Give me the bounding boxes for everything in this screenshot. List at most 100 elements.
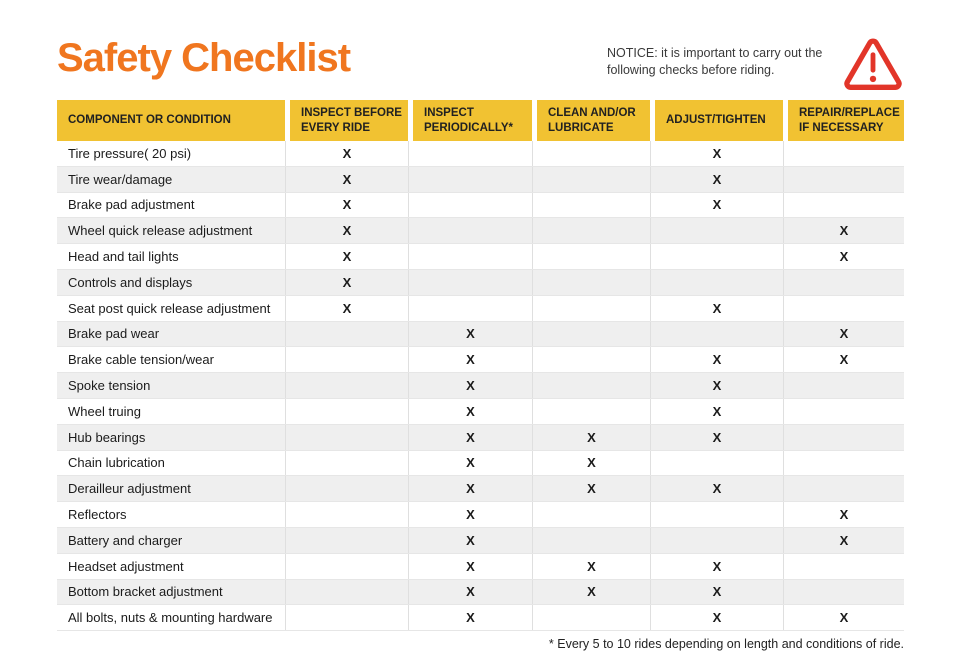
- empty-cell: [532, 269, 650, 295]
- empty-cell: [783, 141, 904, 166]
- empty-cell: [650, 527, 783, 553]
- table-row: Head and tail lights X X: [57, 244, 904, 270]
- table-row: Chain lubrication X X: [57, 450, 904, 477]
- check-mark-cell: X: [650, 605, 783, 631]
- check-mark-cell: X: [408, 424, 532, 450]
- table-row: Spoke tension X X: [57, 373, 904, 399]
- empty-cell: [285, 527, 408, 553]
- empty-cell: [650, 218, 783, 244]
- header-area: Safety Checklist NOTICE: it is important…: [57, 32, 904, 92]
- component-cell: Tire wear/damage: [68, 171, 173, 187]
- component-cell: Hub bearings: [68, 429, 146, 445]
- empty-cell: [532, 502, 650, 527]
- empty-cell: [532, 166, 650, 192]
- empty-cell: [783, 476, 904, 502]
- footnote: * Every 5 to 10 rides depending on lengt…: [548, 637, 904, 651]
- empty-cell: [532, 398, 650, 424]
- empty-cell: [285, 347, 408, 373]
- empty-cell: [532, 244, 650, 269]
- check-mark-cell: X: [408, 347, 532, 373]
- component-cell: Tire pressure( 20 psi): [68, 145, 192, 161]
- column-header-inspect-periodically: INSPECT PERIODICALLY*: [408, 100, 532, 141]
- component-cell: Spoke tension: [68, 378, 151, 394]
- empty-cell: [650, 450, 783, 476]
- empty-cell: [285, 605, 408, 631]
- component-cell: Chain lubrication: [68, 455, 165, 471]
- empty-cell: [532, 321, 650, 347]
- component-cell: Brake pad wear: [68, 326, 160, 342]
- empty-cell: [285, 553, 408, 579]
- component-cell: Battery and charger: [68, 532, 183, 548]
- component-cell: Controls and displays: [68, 274, 193, 290]
- column-header-inspect-before: INSPECT BEFORE EVERY RIDE: [285, 100, 408, 141]
- notice-text: NOTICE: it is important to carry out the…: [607, 45, 823, 77]
- safety-checklist-table: COMPONENT OR CONDITION INSPECT BEFORE EV…: [57, 100, 904, 632]
- empty-cell: [532, 141, 650, 166]
- check-mark-cell: X: [408, 321, 532, 347]
- table-row: Tire pressure( 20 psi) X X: [57, 141, 904, 167]
- empty-cell: [783, 553, 904, 579]
- warning-triangle-icon: [844, 38, 902, 90]
- empty-cell: [532, 218, 650, 244]
- empty-cell: [285, 476, 408, 502]
- table-row: Hub bearings X X X: [57, 424, 904, 451]
- component-cell: Brake cable tension/wear: [68, 352, 214, 368]
- page-title: Safety Checklist: [57, 36, 351, 80]
- component-cell: Reflectors: [68, 507, 127, 523]
- table-row: Wheel quick release adjustment X X: [57, 218, 904, 245]
- component-cell: All bolts, nuts & mounting hardware: [68, 610, 273, 626]
- check-mark-cell: X: [285, 218, 408, 244]
- check-mark-cell: X: [650, 166, 783, 192]
- empty-cell: [285, 579, 408, 605]
- check-mark-cell: X: [532, 553, 650, 579]
- table-row: Headset adjustment X X X: [57, 553, 904, 580]
- table-row: Seat post quick release adjustment X X: [57, 295, 904, 322]
- component-cell: Head and tail lights: [68, 249, 179, 265]
- check-mark-cell: X: [532, 450, 650, 476]
- check-mark-cell: X: [408, 476, 532, 502]
- check-mark-cell: X: [650, 192, 783, 218]
- empty-cell: [783, 579, 904, 605]
- table-body: Tire pressure( 20 psi) X X Tire wear/damage…: [57, 141, 904, 632]
- notice-area: NOTICE: it is important to carry out the…: [607, 34, 904, 90]
- check-mark-cell: X: [650, 553, 783, 579]
- check-mark-cell: X: [650, 579, 783, 605]
- empty-cell: [532, 527, 650, 553]
- component-cell: Derailleur adjustment: [68, 481, 191, 497]
- check-mark-cell: X: [532, 579, 650, 605]
- empty-cell: [408, 269, 532, 295]
- check-mark-cell: X: [650, 424, 783, 450]
- check-mark-cell: X: [650, 295, 783, 321]
- check-mark-cell: X: [783, 347, 904, 373]
- check-mark-cell: X: [783, 527, 904, 553]
- table-row: Wheel truing X X: [57, 398, 904, 425]
- table-row: Battery and charger X X: [57, 527, 904, 554]
- check-mark-cell: X: [650, 141, 783, 166]
- empty-cell: [532, 347, 650, 373]
- table-row: Reflectors X X: [57, 502, 904, 528]
- table-row: Brake cable tension/wear X X X: [57, 347, 904, 374]
- column-header-adjust-tighten: ADJUST/TIGHTEN: [650, 100, 783, 141]
- empty-cell: [285, 424, 408, 450]
- component-cell: Wheel truing: [68, 403, 141, 419]
- empty-cell: [408, 141, 532, 166]
- table-row: Brake pad adjustment X X: [57, 192, 904, 219]
- check-mark-cell: X: [532, 424, 650, 450]
- empty-cell: [783, 269, 904, 295]
- empty-cell: [783, 424, 904, 450]
- check-mark-cell: X: [783, 605, 904, 631]
- check-mark-cell: X: [532, 476, 650, 502]
- empty-cell: [783, 398, 904, 424]
- check-mark-cell: X: [285, 295, 408, 321]
- empty-cell: [408, 192, 532, 218]
- empty-cell: [783, 166, 904, 192]
- empty-cell: [783, 450, 904, 476]
- empty-cell: [285, 321, 408, 347]
- check-mark-cell: X: [650, 373, 783, 398]
- check-mark-cell: X: [650, 347, 783, 373]
- empty-cell: [285, 398, 408, 424]
- empty-cell: [285, 502, 408, 527]
- component-cell: Brake pad adjustment: [68, 197, 195, 213]
- empty-cell: [783, 295, 904, 321]
